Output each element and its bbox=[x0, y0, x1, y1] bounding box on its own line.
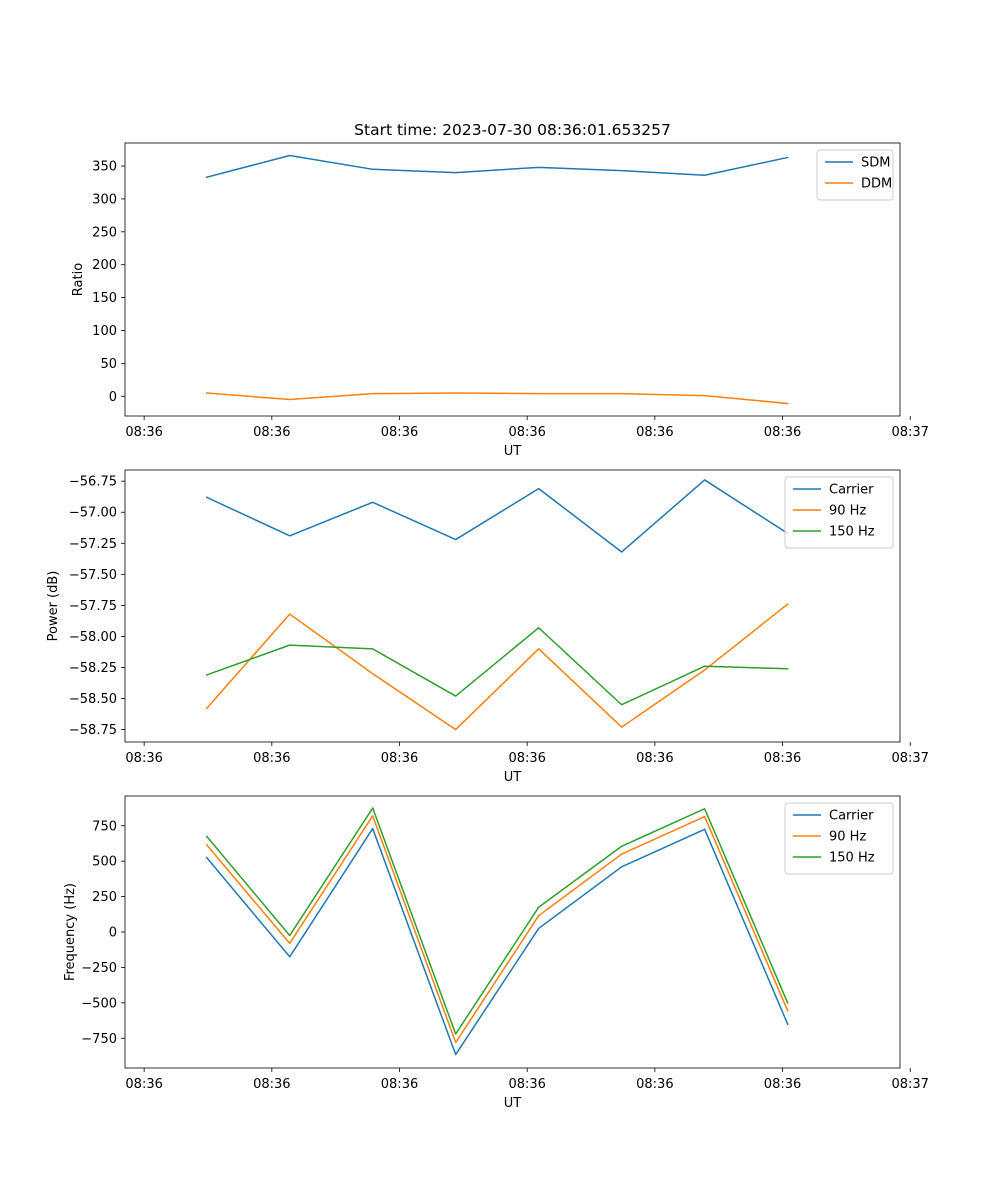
x-tick-label: 08:36 bbox=[764, 1077, 801, 1092]
y-tick-label: 200 bbox=[92, 258, 117, 273]
series-line-sdm bbox=[205, 154, 789, 179]
y-tick-label: −500 bbox=[81, 996, 117, 1011]
plot-area bbox=[125, 796, 900, 1068]
y-tick-label: −750 bbox=[81, 1032, 117, 1047]
y-tick-label: 350 bbox=[92, 160, 117, 175]
x-axis-label: UT bbox=[504, 1096, 522, 1111]
x-tick-label: 08:36 bbox=[125, 1077, 162, 1092]
y-tick-label: 0 bbox=[109, 390, 117, 405]
legend-label: SDM bbox=[861, 156, 890, 171]
x-tick-label: 08:36 bbox=[636, 1077, 673, 1092]
series-line-carrier bbox=[205, 479, 789, 553]
x-tick-label: 08:36 bbox=[764, 751, 801, 766]
x-tick-label: 08:37 bbox=[891, 1077, 928, 1092]
y-tick-label: 0 bbox=[109, 926, 117, 941]
x-tick-label: 08:36 bbox=[636, 751, 673, 766]
x-tick-label: 08:36 bbox=[381, 425, 418, 440]
legend-label: 90 Hz bbox=[829, 504, 866, 519]
chart-title: Start time: 2023-07-30 08:36:01.653257 bbox=[354, 121, 671, 139]
y-tick-label: −57.00 bbox=[69, 506, 117, 521]
axes-frame bbox=[124, 469, 901, 743]
y-tick-label: 750 bbox=[92, 819, 117, 834]
legend-label: 90 Hz bbox=[829, 830, 866, 845]
y-tick-label: −250 bbox=[81, 961, 117, 976]
legend-label: DDM bbox=[861, 177, 892, 192]
x-tick-label: 08:36 bbox=[253, 751, 290, 766]
y-tick-label: −58.50 bbox=[69, 692, 117, 707]
legend-label: 150 Hz bbox=[829, 525, 875, 540]
x-axis-label: UT bbox=[504, 444, 522, 459]
plot-area bbox=[125, 470, 900, 742]
y-axis-label: Power (dB) bbox=[46, 571, 61, 642]
chart-panel-3: 08:36 08:36 08:36 08:36 08:36 08:36 08:37 −750 −… bbox=[63, 795, 929, 1111]
chart-panel-1: 08:36 08:36 08:36 08:36 08:36 08:36 08:37 0 50 10… bbox=[71, 121, 929, 459]
y-tick-label: −57.50 bbox=[69, 568, 117, 583]
series-line-150-hz bbox=[205, 626, 789, 706]
x-tick-label: 08:36 bbox=[636, 425, 673, 440]
y-tick-label: 250 bbox=[92, 890, 117, 905]
x-tick-label: 08:36 bbox=[125, 425, 162, 440]
y-axis-label: Frequency (Hz) bbox=[63, 883, 78, 981]
y-tick-label: 100 bbox=[92, 324, 117, 339]
series-line-90-hz bbox=[205, 603, 789, 731]
legend: Carrier 90 Hz 150 Hz bbox=[784, 802, 894, 875]
plot-area bbox=[125, 143, 900, 416]
legend: Carrier 90 Hz 150 Hz bbox=[784, 476, 894, 549]
x-tick-label: 08:37 bbox=[891, 425, 928, 440]
x-tick-label: 08:36 bbox=[253, 1077, 290, 1092]
y-tick-label: 300 bbox=[92, 192, 117, 207]
x-tick-label: 08:36 bbox=[764, 425, 801, 440]
legend-label: Carrier bbox=[829, 483, 874, 498]
x-tick-label: 08:36 bbox=[508, 751, 545, 766]
x-axis-label: UT bbox=[504, 770, 522, 785]
chart-panel-2: 08:36 08:36 08:36 08:36 08:36 08:36 08:37 −58.7… bbox=[46, 469, 929, 785]
x-tick-label: 08:36 bbox=[381, 751, 418, 766]
y-tick-label: 500 bbox=[92, 855, 117, 870]
y-tick-label: −58.00 bbox=[69, 630, 117, 645]
y-tick-label: 50 bbox=[100, 357, 117, 372]
y-tick-label: −58.75 bbox=[69, 723, 117, 738]
x-tick-label: 08:36 bbox=[508, 425, 545, 440]
legend: SDM DDM bbox=[816, 149, 894, 201]
y-tick-label: −58.25 bbox=[69, 661, 117, 676]
legend-label: Carrier bbox=[829, 809, 874, 824]
x-tick-label: 08:36 bbox=[253, 425, 290, 440]
y-tick-label: 150 bbox=[92, 291, 117, 306]
series-line-150-hz bbox=[205, 807, 789, 1035]
series-line-ddm bbox=[205, 392, 789, 405]
x-tick-label: 08:36 bbox=[508, 1077, 545, 1092]
y-tick-label: −56.75 bbox=[69, 475, 117, 490]
y-tick-label: −57.25 bbox=[69, 537, 117, 552]
series-line-90-hz bbox=[205, 815, 789, 1044]
legend-label: 150 Hz bbox=[829, 851, 875, 866]
series-line-carrier bbox=[205, 827, 789, 1056]
y-tick-label: 250 bbox=[92, 225, 117, 240]
y-axis-label: Ratio bbox=[71, 263, 86, 296]
axes-frame bbox=[124, 142, 901, 417]
y-tick-label: −57.75 bbox=[69, 599, 117, 614]
x-tick-label: 08:36 bbox=[125, 751, 162, 766]
x-tick-label: 08:36 bbox=[381, 1077, 418, 1092]
x-tick-label: 08:37 bbox=[891, 751, 928, 766]
